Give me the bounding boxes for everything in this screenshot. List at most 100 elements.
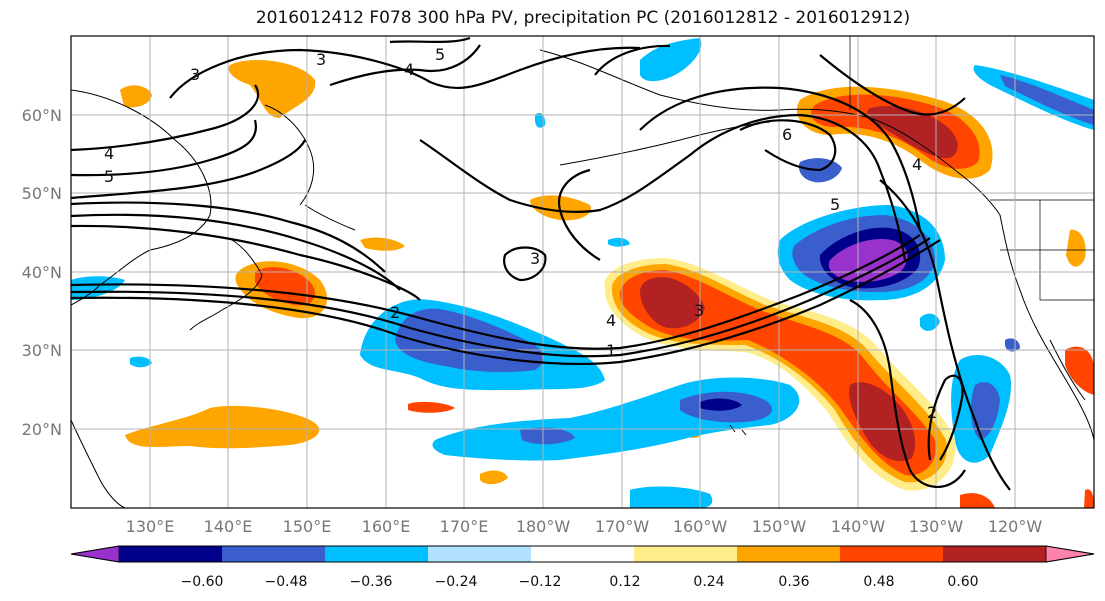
pv-contour-17 <box>739 119 837 172</box>
colorbar-outline <box>70 545 1095 563</box>
contour-label: 2 <box>390 303 400 322</box>
colorbar-segment <box>737 546 841 562</box>
colorbar-segment <box>119 546 223 562</box>
precip-negative-region <box>700 398 742 411</box>
coastline-kamchatka <box>264 104 315 206</box>
lon-label: 140°W <box>831 517 886 536</box>
contour-label: 2 <box>927 403 937 422</box>
precip-positive-region <box>255 267 315 306</box>
pv-contour-11 <box>329 44 481 87</box>
pv-contour-9 <box>71 119 258 177</box>
precip-positive-region <box>1084 489 1094 508</box>
colorbar-tick-label: 0.60 <box>947 574 978 590</box>
coastline-japan <box>189 239 263 331</box>
precip-positive-region <box>228 60 316 118</box>
colorbar-segment <box>634 546 738 562</box>
contour-label: 4 <box>606 311 616 330</box>
pv-contour-10 <box>169 46 641 99</box>
pv-contour-16 <box>639 86 922 231</box>
colorbar <box>70 545 1095 563</box>
precip-negative-region <box>920 313 940 331</box>
contour-label: 4 <box>912 155 922 174</box>
precip-negative-region <box>1005 338 1020 352</box>
colorbar-segment <box>840 546 944 562</box>
precip-positive-region <box>849 382 916 462</box>
lat-label: 40°N <box>22 263 62 282</box>
lon-label: 130°E <box>126 517 175 536</box>
precip-negative-region <box>640 38 702 82</box>
coastline-na-west <box>999 214 1094 441</box>
precip-negative-region <box>520 427 575 445</box>
pv-contour-22 <box>594 44 671 76</box>
lon-label: 170°W <box>595 517 650 536</box>
contour-label: 5 <box>104 167 114 186</box>
lon-label: 150°E <box>283 517 332 536</box>
precip-negative-region <box>608 237 630 247</box>
colorbar-tick-label: 0.48 <box>863 574 894 590</box>
pv-contour-13 <box>419 113 907 261</box>
precip-positive-region <box>1066 229 1086 267</box>
precip-positive-region <box>620 270 936 476</box>
precip-shading <box>120 60 1094 508</box>
colorbar-ticks: −0.60 −0.48 −0.36 −0.24 −0.12 0.12 0.24 … <box>181 574 979 590</box>
contour-label: 3 <box>694 301 704 320</box>
pv-contour-2 <box>71 237 931 358</box>
pv-contour-1 <box>71 234 921 350</box>
precip-positive-region <box>360 237 405 251</box>
precip-positive-region <box>125 405 320 449</box>
precip-negative-region <box>71 276 125 300</box>
precip-negative-region <box>630 486 713 508</box>
lon-label: 130°W <box>909 517 964 536</box>
longitude-labels: 130°E 140°E 150°E 160°E 170°E 180°W 170°… <box>126 517 1043 536</box>
pv-contour-19 <box>927 374 964 461</box>
colorbar-tick-label: 0.24 <box>693 574 724 590</box>
pv-contour-7 <box>71 139 306 200</box>
colorbar-tick-label: −0.36 <box>350 574 393 590</box>
pv-contours <box>71 36 1011 491</box>
colorbar-tick-label: 0.36 <box>778 574 809 590</box>
lon-label: 170°E <box>440 517 489 536</box>
map-title: 2016012412 F078 300 hPa PV, precipitatio… <box>255 8 911 28</box>
contour-label: 4 <box>404 60 414 79</box>
contour-label: 4 <box>104 144 114 163</box>
coastline-alaska <box>539 49 1001 216</box>
border-state <box>1039 200 1094 301</box>
pv-contour-12 <box>389 36 471 44</box>
colorbar-extend-high <box>1045 545 1095 563</box>
precip-positive-region <box>640 277 705 329</box>
lat-label: 60°N <box>22 106 62 125</box>
lon-label: 160°E <box>362 517 411 536</box>
colorbar-tick-label: −0.24 <box>435 574 478 590</box>
borders <box>849 36 1094 301</box>
pv-contour-15 <box>503 246 547 282</box>
coastline-islands-west <box>71 419 126 508</box>
pv-contour-3 <box>71 239 941 366</box>
colorbar-segment <box>325 546 429 562</box>
map-layers: 3 3 4 5 4 5 3 2 4 3 1 6 5 4 2 <box>71 36 1094 508</box>
lon-label: 180°W <box>516 517 571 536</box>
contour-label: 5 <box>830 195 840 214</box>
contour-label: 3 <box>316 50 326 69</box>
colorbar-extend-low <box>70 545 120 563</box>
precip-positive-region <box>480 470 508 485</box>
lon-label: 150°W <box>752 517 807 536</box>
colorbar-segment <box>428 546 532 562</box>
colorbar-tick-label: 0.12 <box>609 574 640 590</box>
latitude-labels: 60°N 50°N 40°N 30°N 20°N <box>22 106 62 439</box>
lat-label: 50°N <box>22 184 62 203</box>
pv-contour-14 <box>557 168 601 261</box>
lat-label: 30°N <box>22 341 62 360</box>
coastline-na-inner <box>1049 339 1086 401</box>
pv-contour-5 <box>71 213 401 291</box>
colorbar-segment <box>531 546 635 562</box>
contour-label: 6 <box>782 125 792 144</box>
precip-negative-region <box>970 382 1000 440</box>
precip-positive-region <box>867 105 958 159</box>
lon-label: 140°E <box>204 517 253 536</box>
precip-positive-region <box>1065 346 1094 395</box>
coastlines <box>71 49 1094 508</box>
contour-labels: 3 3 4 5 4 5 3 2 4 3 1 6 5 4 2 <box>104 45 937 422</box>
pv-contour-21 <box>819 54 966 116</box>
map-frame <box>70 35 1095 509</box>
